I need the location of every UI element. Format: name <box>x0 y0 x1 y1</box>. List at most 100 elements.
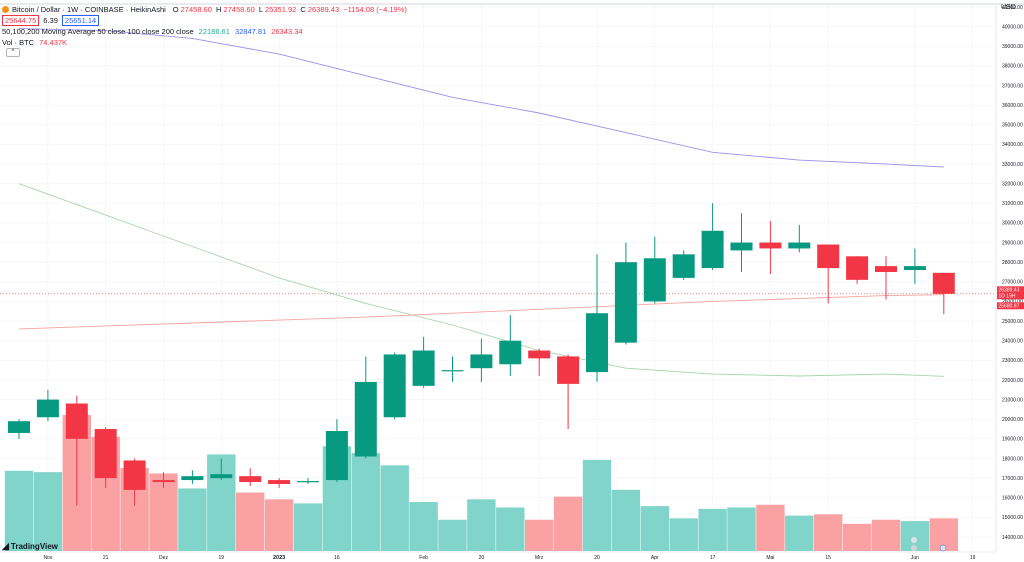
volume-bar <box>553 496 583 551</box>
volume-bar <box>293 503 323 551</box>
candle-body <box>557 356 580 384</box>
last-price-tag: 26389.43 <box>999 288 1020 294</box>
ma100-value: 32847.81 <box>234 27 267 36</box>
ma100-line <box>18 28 944 168</box>
time-tick-label: 19 <box>219 555 225 561</box>
volume-bar <box>236 492 265 551</box>
volume-bar <box>698 508 727 551</box>
volume-bar <box>727 507 756 551</box>
tradingview-logo-icon: ◢ <box>2 541 9 551</box>
bid-price-tag-bg <box>997 302 1024 310</box>
ma-title: 50,100,200 Moving Average 50 close 100 c… <box>2 27 194 36</box>
candle-body <box>325 431 348 481</box>
candle-body <box>614 262 637 343</box>
volume-bar <box>409 502 438 551</box>
tradingview-logo[interactable]: ◢ TradingView <box>2 541 58 552</box>
candle-body <box>846 256 869 280</box>
volume-bar <box>525 519 554 551</box>
candle-body <box>412 350 435 386</box>
symbol-row[interactable]: Bitcoin / Dollar · 1W · COINBASE · Heiki… <box>2 4 407 15</box>
symbol-title[interactable]: Bitcoin / Dollar · 1W · COINBASE · Heiki… <box>12 5 166 14</box>
time-tick-label: Mrz <box>535 555 544 561</box>
price-tick-label: 34000.00 <box>1002 142 1023 148</box>
time-tick-label: Dez <box>159 555 168 561</box>
close-value: 26389.43 <box>307 5 340 14</box>
settings-icon[interactable] <box>911 537 917 543</box>
volume-bar <box>871 519 901 551</box>
ma50-value: 22186.61 <box>198 27 230 36</box>
price-tick-label: 39000.00 <box>1002 44 1023 50</box>
candle-body <box>268 480 291 484</box>
price-tick-label: 30000.00 <box>1002 221 1023 227</box>
volume-bar <box>582 459 612 551</box>
price-tick-label: 36000.00 <box>1002 103 1023 109</box>
volume-bar <box>814 514 843 551</box>
volume-bar <box>4 470 34 551</box>
bid-ask-row: 25644.75 6.39 25651.14 <box>2 15 407 26</box>
time-tick-label: 21 <box>103 555 109 561</box>
candle-body <box>239 476 262 483</box>
price-axis[interactable]: 41000.00 40000.00 39000.00 38000.00 37000.00… <box>1002 5 1023 541</box>
candle-body <box>499 340 522 365</box>
time-tick-label: 16 <box>334 555 340 561</box>
price-tick-label: 24000.00 <box>1002 339 1023 345</box>
price-tick-label: 15000.00 <box>1002 515 1023 521</box>
ma200-value: 26343.34 <box>271 27 303 36</box>
sell-price-button[interactable]: 25644.75 <box>2 15 40 26</box>
candle-body <box>441 370 464 372</box>
buy-price-button[interactable]: 25651.14 <box>61 15 100 26</box>
time-axis[interactable]: Nov 21 Dez 19 2023 16 Feb 20 Mrz 20 Apr 17 Mai 15 Jun 1… <box>43 555 975 561</box>
candle-body <box>297 481 319 483</box>
volume-row[interactable]: Vol · BTC 74.437K <box>2 37 407 48</box>
price-tick-label: 26000.00 <box>1002 299 1023 305</box>
time-tick-label: Jun <box>911 555 919 561</box>
collapse-legend-button[interactable]: ^ <box>6 48 20 57</box>
volume-bar <box>785 515 814 551</box>
countdown-tag: 1D 19H <box>999 294 1016 300</box>
time-tick-label: 2023 <box>273 555 285 561</box>
candle-body <box>788 242 811 249</box>
price-tick-label: 18000.00 <box>1002 456 1023 462</box>
price-tick-label: 41000.00 <box>1002 5 1023 11</box>
last-price-tag-bg <box>997 286 1024 294</box>
candle-body <box>643 258 666 302</box>
candle-body <box>932 272 955 294</box>
volume-bar <box>496 507 525 551</box>
volume-bar <box>611 489 641 551</box>
volume-bar <box>178 488 207 551</box>
candle-body <box>586 313 608 373</box>
candle-body <box>903 266 926 271</box>
volume-bar <box>264 499 294 551</box>
ohlc-values: O 27458.60 H 27458.60 L 25351.92 C 26389.43 … <box>172 5 407 14</box>
ma-row[interactable]: 50,100,200 Moving Average 50 close 100 c… <box>2 26 407 37</box>
price-tick-label: 40000.00 <box>1002 24 1023 30</box>
time-tick-label: Feb <box>419 555 428 561</box>
price-tick-label: 35000.00 <box>1002 123 1023 129</box>
candle-body <box>470 354 493 369</box>
bid-price-tag: 25680.97 <box>999 304 1020 310</box>
candle-body <box>94 429 117 479</box>
volume-bar <box>756 504 785 551</box>
flag-icon[interactable] <box>939 544 947 552</box>
volume-bar <box>467 499 496 551</box>
time-tick-label: 19 <box>970 555 976 561</box>
volume-bar <box>351 453 380 551</box>
volume-bar <box>438 519 467 551</box>
spread-value: 6.39 <box>43 16 58 25</box>
price-tick-label: 29000.00 <box>1002 240 1023 246</box>
candle-body <box>528 350 551 359</box>
volume-value: 74.437K <box>39 38 68 47</box>
price-tick-label: 21000.00 <box>1002 397 1023 403</box>
candle-body <box>36 399 59 418</box>
price-tick-label: 27000.00 <box>1002 280 1023 286</box>
price-tick-label: 16000.00 <box>1002 496 1023 502</box>
price-tick-label: 14000.00 <box>1002 535 1023 541</box>
currency-label[interactable]: USD <box>1001 4 1016 11</box>
time-tick-label: Nov <box>43 555 52 561</box>
price-tick-label: 32000.00 <box>1002 181 1023 187</box>
candles <box>8 203 955 506</box>
candle-body <box>65 403 88 439</box>
alert-icon[interactable] <box>911 545 917 551</box>
